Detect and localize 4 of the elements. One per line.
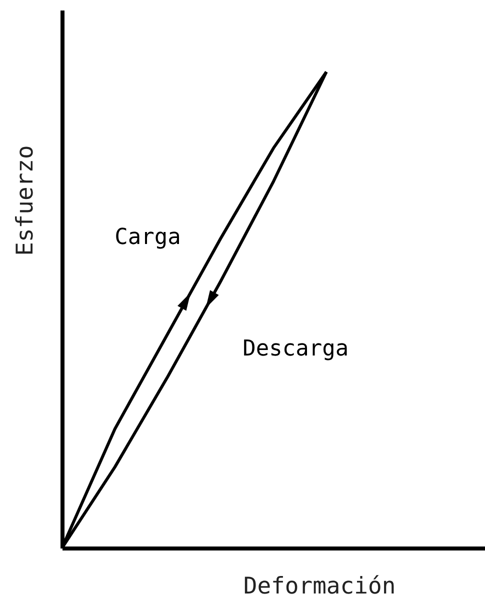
y-axis-title: Esfuerzo <box>12 145 38 256</box>
series-label: Carga <box>114 224 181 250</box>
x-axis-title: Deformación <box>243 574 396 595</box>
text: Descarga <box>242 336 349 362</box>
